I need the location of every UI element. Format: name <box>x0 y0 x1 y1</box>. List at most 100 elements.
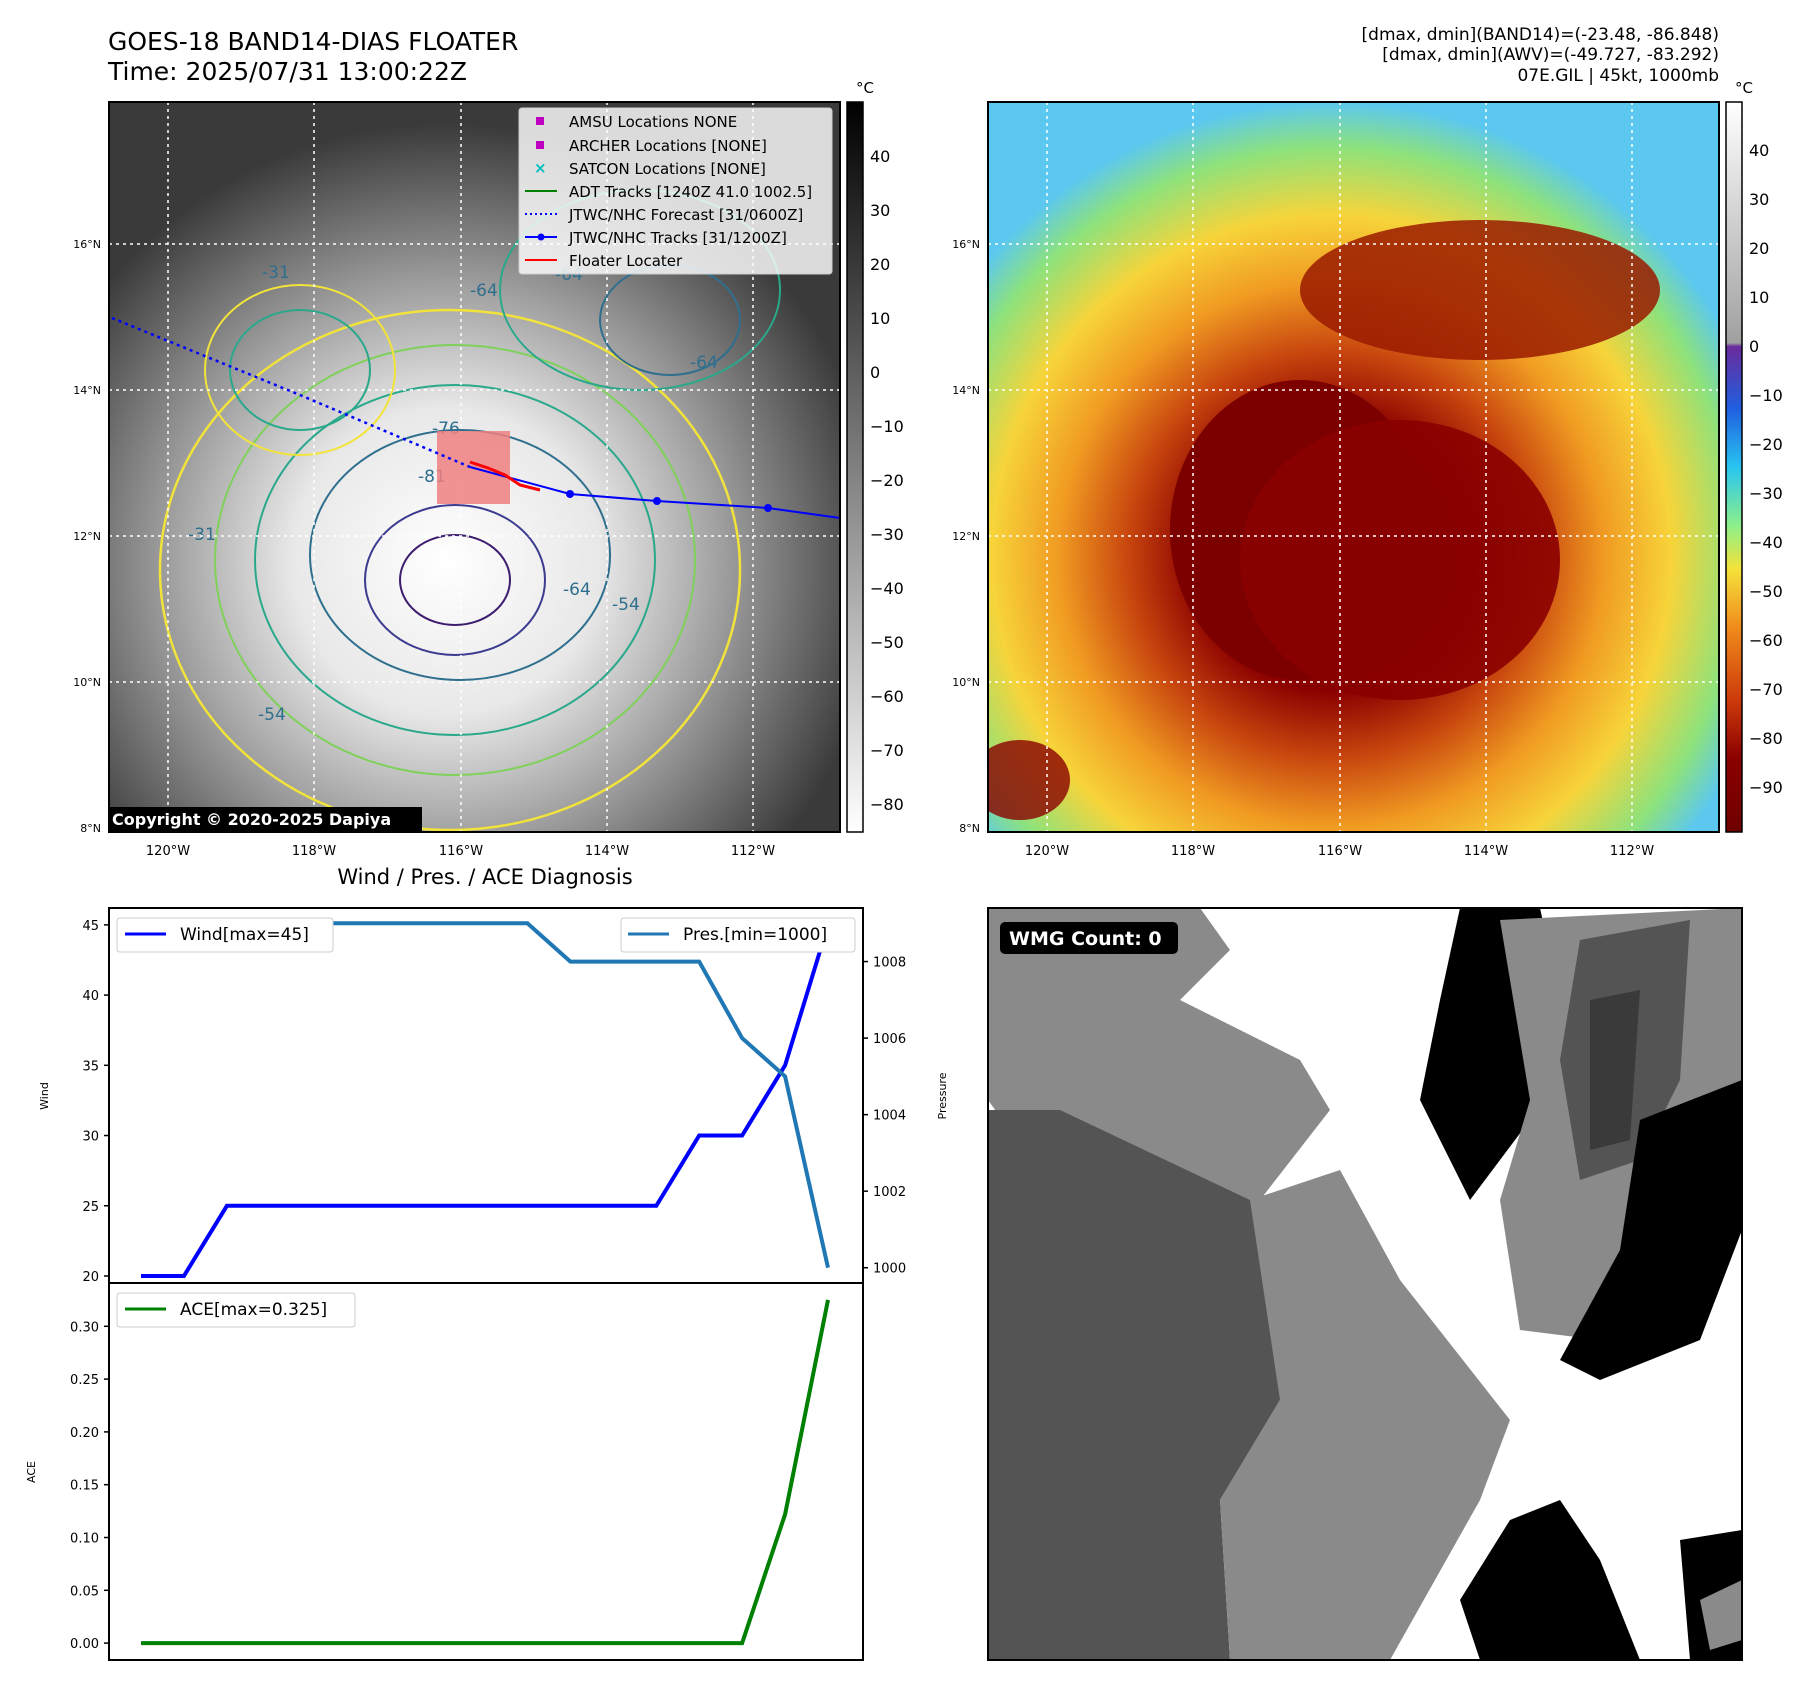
wind-tick-label: 45 <box>82 919 99 934</box>
ir-map: -31 -54 -64 -64 -64 -76 -81 -64 -54 -31 <box>108 101 841 833</box>
gray-colorbar: °C 40 30 20 10 0 −10 −20 −30 −40 −50 −60… <box>846 79 904 833</box>
colorbar-tick: 20 <box>870 255 890 274</box>
colorbar-tick: −60 <box>870 687 904 706</box>
copyright-text: Copyright © 2020-2025 Dapiya <box>112 810 391 829</box>
colorbar-tick: −10 <box>870 417 904 436</box>
lon-label: 114°W <box>585 844 629 859</box>
legend-label: ADT Tracks [1240Z 41.0 1002.5] <box>569 183 812 201</box>
title-line-2: Time: 2025/07/31 13:00:22Z <box>107 57 467 86</box>
lon-label: 120°W <box>146 844 190 859</box>
wind-series-line <box>141 924 830 1278</box>
pressure-axis-label: Pressure <box>936 1072 949 1119</box>
diagnosis-title: Wind / Pres. / ACE Diagnosis <box>337 865 632 889</box>
copyright-badge <box>108 807 422 832</box>
legend-label: JTWC/NHC Tracks [31/1200Z] <box>568 229 787 247</box>
legend-label: ARCHER Locations [NONE] <box>569 137 767 155</box>
colorbar-tick: −90 <box>1749 778 1783 797</box>
ace-series-line <box>141 1299 830 1646</box>
awv-map <box>987 101 1720 833</box>
contour-label: -54 <box>612 595 640 615</box>
track-points <box>566 490 772 512</box>
wind-tick-label: 30 <box>82 1130 99 1145</box>
colorbar-tick: −20 <box>870 471 904 490</box>
ace-axis-label: ACE <box>25 1461 38 1483</box>
ir-contours <box>158 189 781 832</box>
awv-lon-labels: 120°W 118°W 116°W 114°W 112°W <box>1025 844 1654 859</box>
colorbar-tick: 30 <box>870 201 890 220</box>
lat-label: 14°N <box>73 384 101 397</box>
colorbar-tick: −40 <box>1749 533 1783 552</box>
colorbar-tick: 0 <box>870 363 880 382</box>
wind-tick-label: 40 <box>82 989 99 1004</box>
ace-tick-label: 0.25 <box>70 1373 99 1388</box>
colorbar-tick: −50 <box>870 633 904 652</box>
colorbar-tick: −70 <box>1749 680 1783 699</box>
track-point <box>764 504 772 512</box>
stats-line-1: [dmax, dmin](BAND14)=(-23.48, -86.848) <box>1362 25 1719 45</box>
contour-label: -64 <box>690 353 718 373</box>
contour-label: -64 <box>563 580 591 600</box>
ace-tick-label: 0.15 <box>70 1479 99 1494</box>
pressure-legend: Pres.[min=1000] <box>620 917 856 953</box>
lon-label: 116°W <box>439 844 483 859</box>
wind-legend: Wind[max=45] <box>116 917 334 953</box>
pressure-legend-label: Pres.[min=1000] <box>683 925 827 945</box>
pressure-tick-label: 1006 <box>873 1032 906 1047</box>
ace-tick-label: 0.05 <box>70 1584 99 1599</box>
tracks-point-icon <box>537 233 545 241</box>
lat-label: 16°N <box>73 238 101 251</box>
colorbar-tick: 30 <box>1749 190 1769 209</box>
awv-lat-labels: 16°N 14°N 12°N 10°N 8°N <box>952 238 980 835</box>
lat-label: 16°N <box>952 238 980 251</box>
colorbar-tick: −50 <box>1749 582 1783 601</box>
awv-gridlines <box>988 102 1719 832</box>
track-point <box>566 490 574 498</box>
wind-tick-label: 35 <box>82 1059 99 1074</box>
track-point <box>653 497 661 505</box>
lat-label: 8°N <box>80 822 101 835</box>
colorbar-unit: °C <box>1735 79 1753 97</box>
amsu-marker-icon <box>536 117 544 125</box>
colorbar-tick: −80 <box>870 795 904 814</box>
colorbar-tick: −80 <box>1749 729 1783 748</box>
jtwc-forecast-track <box>111 316 471 469</box>
colorbar-tick: 20 <box>1749 239 1769 258</box>
colorbar-tick: −40 <box>870 579 904 598</box>
lat-label: 10°N <box>73 676 101 689</box>
wind-axis-label: Wind <box>38 1082 51 1110</box>
lat-label: 12°N <box>73 530 101 543</box>
colorbar-tick: −60 <box>1749 631 1783 650</box>
ace-legend: ACE[max=0.325] <box>116 1292 356 1328</box>
colorbar-tick: 10 <box>870 309 890 328</box>
lon-label: 112°W <box>1610 844 1654 859</box>
colorbar-tick: −10 <box>1749 386 1783 405</box>
lat-label: 8°N <box>959 822 980 835</box>
pressure-tick-label: 1008 <box>873 956 906 971</box>
colorbar-tick: 10 <box>1749 288 1769 307</box>
lon-label: 116°W <box>1318 844 1362 859</box>
ir-lat-labels: 16°N 14°N 12°N 10°N 8°N <box>73 238 101 835</box>
colorbar-tick: −30 <box>1749 484 1783 503</box>
gray-colorbar-ticks: 40 30 20 10 0 −10 −20 −30 −40 −50 −60 −7… <box>870 147 904 814</box>
color-colorbar-ticks: 40 30 20 10 0 −10 −20 −30 −40 −50 −60 −7… <box>1749 141 1783 797</box>
colorbar-tick: 40 <box>870 147 890 166</box>
ace-tick-label: 0.30 <box>70 1320 99 1335</box>
lon-label: 120°W <box>1025 844 1069 859</box>
wmg-count-badge <box>1000 922 1178 954</box>
colorbar-tick: 0 <box>1749 337 1759 356</box>
ace-legend-label: ACE[max=0.325] <box>180 1300 327 1320</box>
stats-line-2: [dmax, dmin](AWV)=(-49.727, -83.292) <box>1382 45 1719 65</box>
colorbar-tick: −70 <box>870 741 904 760</box>
wind-tick-label: 20 <box>82 1270 99 1285</box>
ace-tick-label: 0.00 <box>70 1637 99 1652</box>
legend-label: Floater Locater <box>569 252 683 270</box>
lon-label: 112°W <box>731 844 775 859</box>
ir-lon-labels: 120°W 118°W 116°W 114°W 112°W <box>146 844 775 859</box>
wind-pressure-panel: 20 25 30 35 40 45 1000 1002 1004 1006 1008 <box>82 907 906 1285</box>
legend-label: JTWC/NHC Forecast [31/0600Z] <box>568 206 803 224</box>
ace-tick-label: 0.10 <box>70 1532 99 1547</box>
wmg-count-label: WMG Count: 0 <box>1009 928 1162 950</box>
pressure-tick-label: 1002 <box>873 1185 906 1200</box>
stats-line-3: 07E.GIL | 45kt, 1000mb <box>1517 66 1719 86</box>
contour-label: -54 <box>258 705 286 725</box>
